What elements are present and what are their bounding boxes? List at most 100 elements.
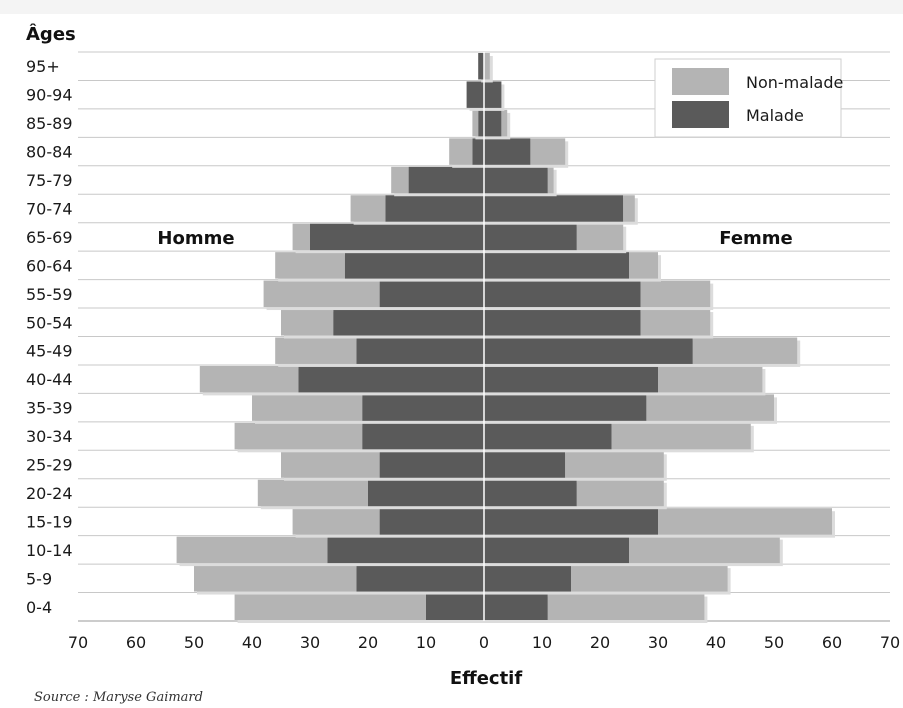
x-axis-title: Effectif xyxy=(450,668,523,689)
bar-femme-non-malade-75-79 xyxy=(547,166,554,194)
x-tick-label: 50 xyxy=(764,633,784,652)
bar-femme-malade-50-54 xyxy=(484,309,641,336)
bar-femme-non-malade-70-74 xyxy=(623,195,635,222)
femme-label: Femme xyxy=(719,228,793,249)
bar-femme-malade-85-89 xyxy=(484,109,502,137)
bars-layer xyxy=(176,53,835,623)
bar-femme-non-malade-5-9 xyxy=(571,565,728,592)
top-strip xyxy=(0,0,903,14)
bar-homme-malade-65-69 xyxy=(310,223,484,251)
bar-homme-non-malade-30-34 xyxy=(234,422,363,450)
bar-homme-malade-35-39 xyxy=(362,394,484,421)
bar-homme-malade-20-24 xyxy=(368,479,484,507)
x-tick-label: 70 xyxy=(880,633,900,652)
bar-femme-malade-15-19 xyxy=(484,508,658,535)
y-tick-label: 5-9 xyxy=(26,569,52,588)
bar-femme-malade-45-49 xyxy=(484,337,693,364)
bar-femme-malade-65-69 xyxy=(484,223,577,251)
bar-homme-non-malade-75-79 xyxy=(391,166,409,194)
y-tick-label: 70-74 xyxy=(26,199,73,218)
bar-homme-malade-95+ xyxy=(478,53,484,80)
legend-swatch-non-malade xyxy=(672,68,729,95)
bar-femme-malade-90-94 xyxy=(484,81,502,108)
homme-label: Homme xyxy=(157,228,234,249)
bar-femme-malade-0-4 xyxy=(484,593,548,620)
bar-homme-non-malade-55-59 xyxy=(263,280,380,308)
legend-label-non-malade: Non-malade xyxy=(746,73,843,92)
bar-homme-non-malade-40-44 xyxy=(199,365,299,393)
bar-homme-malade-70-74 xyxy=(385,195,484,222)
bar-homme-malade-15-19 xyxy=(379,508,484,535)
bar-shadow xyxy=(487,56,493,83)
bar-femme-malade-70-74 xyxy=(484,195,624,222)
bar-homme-non-malade-85-89 xyxy=(472,109,479,137)
bar-homme-non-malade-80-84 xyxy=(449,138,473,165)
y-tick-label: 90-94 xyxy=(26,86,73,105)
bar-homme-non-malade-45-49 xyxy=(275,337,357,364)
bar-femme-malade-40-44 xyxy=(484,365,658,393)
bar-homme-non-malade-60-64 xyxy=(275,252,345,279)
x-tick-label: 20 xyxy=(358,633,378,652)
x-tick-label: 50 xyxy=(184,633,204,652)
y-tick-label: 15-19 xyxy=(26,512,73,531)
bar-femme-non-malade-40-44 xyxy=(658,365,763,393)
x-tick-label: 60 xyxy=(126,633,146,652)
bar-homme-non-malade-5-9 xyxy=(194,565,357,592)
x-tick-label: 10 xyxy=(532,633,552,652)
y-tick-label: 85-89 xyxy=(26,114,73,133)
y-tick-label: 65-69 xyxy=(26,228,73,247)
bar-femme-non-malade-15-19 xyxy=(658,508,832,535)
x-tick-label: 60 xyxy=(822,633,842,652)
bar-femme-non-malade-0-4 xyxy=(547,593,705,620)
bar-femme-non-malade-25-29 xyxy=(565,451,664,478)
bar-femme-malade-20-24 xyxy=(484,479,577,507)
bar-femme-non-malade-55-59 xyxy=(640,280,711,308)
x-tick-labels: 70 60 50 40 30 20 10 0 10 20 30 40 50 60 70 xyxy=(68,633,900,652)
y-tick-label: 35-39 xyxy=(26,399,73,418)
y-tick-label: 30-34 xyxy=(26,427,73,446)
y-tick-label: 45-49 xyxy=(26,342,73,361)
x-tick-label: 20 xyxy=(590,633,610,652)
y-tick-label: 75-79 xyxy=(26,171,73,190)
y-tick-label: 40-44 xyxy=(26,370,73,389)
bar-homme-non-malade-15-19 xyxy=(292,508,380,535)
y-tick-labels: 0-4 5-9 10-14 15-19 20-24 25-29 30-34 35-39 40-4… xyxy=(26,57,73,617)
x-tick-label: 40 xyxy=(242,633,262,652)
bar-femme-non-malade-45-49 xyxy=(692,337,798,364)
bar-femme-malade-75-79 xyxy=(484,166,548,194)
bar-femme-non-malade-50-54 xyxy=(640,309,711,336)
bar-femme-malade-55-59 xyxy=(484,280,641,308)
bar-femme-malade-35-39 xyxy=(484,394,647,421)
bar-homme-non-malade-35-39 xyxy=(252,394,363,421)
bar-homme-malade-80-84 xyxy=(472,138,484,165)
y-tick-label: 0-4 xyxy=(26,598,52,617)
y-tick-label: 80-84 xyxy=(26,143,73,162)
bar-homme-non-malade-25-29 xyxy=(281,451,380,478)
bar-homme-non-malade-65-69 xyxy=(292,223,310,251)
bar-homme-malade-50-54 xyxy=(333,309,484,336)
bar-homme-malade-60-64 xyxy=(344,252,484,279)
bar-femme-malade-10-14 xyxy=(484,536,629,564)
bar-homme-malade-30-34 xyxy=(362,422,484,450)
bar-femme-non-malade-65-69 xyxy=(576,223,624,251)
bar-femme-malade-30-34 xyxy=(484,422,612,450)
bar-femme-non-malade-30-34 xyxy=(611,422,751,450)
legend: Non-malade Malade xyxy=(654,58,843,138)
bar-homme-malade-55-59 xyxy=(379,280,484,308)
bar-homme-non-malade-0-4 xyxy=(234,593,426,620)
y-tick-label: 25-29 xyxy=(26,456,73,475)
bar-homme-non-malade-20-24 xyxy=(257,479,368,507)
legend-swatch-malade xyxy=(672,101,729,128)
bar-femme-non-malade-60-64 xyxy=(629,252,658,279)
bar-femme-non-malade-95+ xyxy=(484,53,490,80)
y-tick-label: 10-14 xyxy=(26,541,73,560)
bar-femme-malade-80-84 xyxy=(484,138,531,165)
bar-femme-malade-5-9 xyxy=(484,565,571,592)
x-tick-label: 30 xyxy=(648,633,668,652)
bar-homme-malade-75-79 xyxy=(408,166,484,194)
bar-femme-malade-60-64 xyxy=(484,252,629,279)
bar-femme-non-malade-80-84 xyxy=(530,138,566,165)
x-tick-label: 70 xyxy=(68,633,88,652)
bar-homme-malade-40-44 xyxy=(298,365,484,393)
bar-femme-malade-25-29 xyxy=(484,451,566,478)
